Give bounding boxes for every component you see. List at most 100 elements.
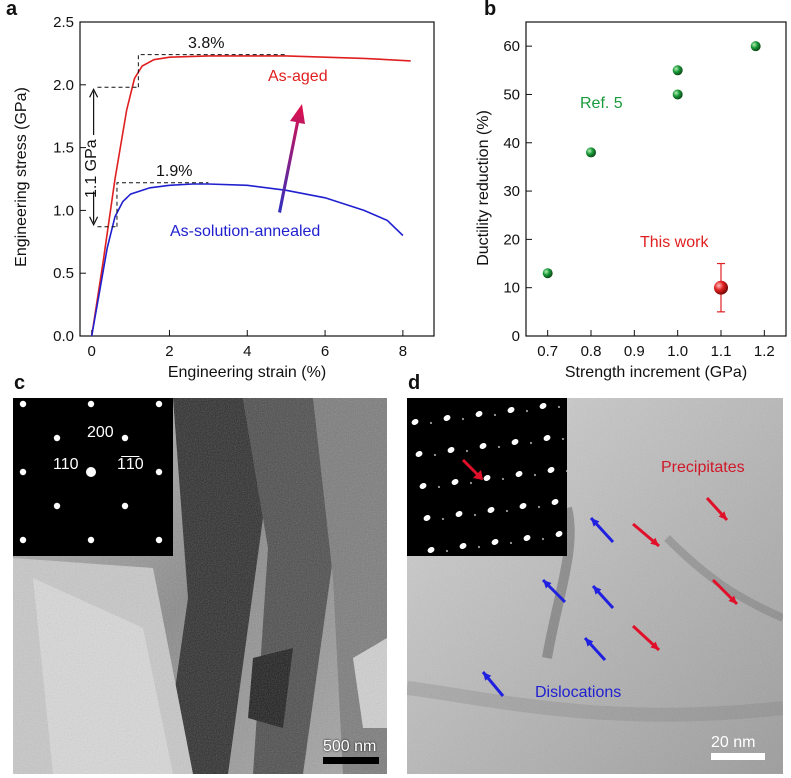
legend-as-aged: As-aged — [268, 68, 328, 85]
x-tick-label: 8 — [399, 343, 407, 360]
diffraction-spot — [511, 438, 519, 446]
annealed-elongation-guide — [116, 182, 209, 227]
diffraction-spot — [475, 410, 483, 418]
x-tick-label: 0.8 — [581, 343, 602, 360]
superlattice-spot — [501, 477, 505, 481]
superlattice-spot — [537, 505, 541, 509]
diffraction-spot — [555, 530, 563, 538]
y-tick-label: 60 — [503, 38, 520, 55]
diffraction-spot — [543, 434, 551, 442]
diffraction-spot — [87, 400, 95, 408]
diffraction-spot — [539, 402, 547, 410]
diffraction-spot — [155, 400, 163, 408]
tem-image-d: Precipitates Dislocations 20 nm — [407, 398, 783, 774]
legend-ref5: Ref. 5 — [580, 95, 623, 112]
diffraction-spot — [423, 514, 431, 522]
dislocation-arrow-icon — [541, 578, 567, 604]
diffraction-spot — [155, 468, 163, 476]
x-tick-label: 1.2 — [754, 343, 775, 360]
x-tick-label: 1.0 — [667, 343, 688, 360]
superlattice-spot — [437, 485, 441, 489]
precipitates-label: Precipitates — [661, 459, 745, 476]
diffraction-spot — [121, 434, 129, 442]
x-tick-label: 0.9 — [624, 343, 645, 360]
y-tick-label: 2.5 — [53, 14, 74, 31]
diffraction-spot — [121, 502, 129, 510]
x-tick-label: 6 — [321, 343, 329, 360]
diffraction-spot — [547, 466, 555, 474]
plot-frame — [525, 21, 787, 337]
y-tick-label: 0 — [512, 328, 520, 345]
superlattice-spot — [529, 441, 533, 445]
arrowhead-icon — [89, 216, 99, 227]
diffraction-spot — [443, 414, 451, 422]
diffraction-spot — [551, 498, 559, 506]
superlattice-spot — [525, 409, 529, 413]
precipitate-arrow-icon — [705, 496, 729, 522]
scale-bar-label: 20 nm — [711, 734, 756, 751]
superlattice-spot — [497, 445, 501, 449]
precipitate-arrow-icon — [631, 624, 661, 652]
superlattice-spot — [509, 541, 513, 545]
superlattice-spot — [441, 517, 445, 521]
diffraction-spot — [459, 542, 467, 550]
saed-label-200: 200 — [87, 424, 114, 441]
ref5-point — [750, 41, 761, 52]
ref5-point — [586, 147, 596, 158]
this-work-point — [714, 280, 728, 295]
diffraction-spot — [483, 474, 491, 482]
x-axis-label: Engineering strain (%) — [168, 364, 326, 381]
dislocation-arrow-icon — [589, 516, 615, 544]
diffraction-spot — [415, 450, 423, 458]
y-tick-label: 10 — [503, 280, 520, 297]
panel-letter-c: c — [14, 372, 26, 394]
superlattice-spot — [505, 509, 509, 513]
ref5-point — [542, 268, 553, 279]
superlattice-spot — [557, 405, 561, 409]
diffraction-spot — [487, 506, 495, 514]
superlattice-spot — [493, 413, 497, 417]
x-tick-label: 2 — [165, 343, 173, 360]
y-tick-label: 2.0 — [53, 77, 74, 94]
diffraction-spot — [507, 406, 515, 414]
stress-strain-chart: 0 2 4 6 8 0.0 0.5 1.0 1.5 2.0 2.5 3.8% 1.9% 1.1 GP… — [13, 14, 435, 381]
superlattice-spot — [469, 481, 473, 485]
diffraction-spot — [86, 467, 96, 477]
x-tick-label: 4 — [243, 343, 251, 360]
scale-bar-c: 500 nm — [323, 738, 379, 764]
superlattice-spot — [533, 473, 537, 477]
diffraction-spot — [427, 546, 435, 554]
superlattice-spot — [477, 545, 481, 549]
tem-image-c: 200 110 1̅1̅0 500 nm — [13, 398, 387, 774]
y-tick-label: 30 — [503, 183, 520, 200]
saed-pattern-d — [407, 398, 577, 556]
superlattice-spot — [541, 537, 545, 541]
diffraction-spot — [53, 502, 61, 510]
ref5-point — [672, 65, 683, 76]
diffraction-spot — [447, 446, 455, 454]
dislocation-arrow-icon — [481, 671, 505, 697]
superlattice-spot — [473, 513, 477, 517]
y-tick-label: 0.0 — [53, 328, 74, 345]
superlattice-spot — [429, 421, 433, 425]
saed-label-1-10: 1̅1̅0 — [117, 456, 144, 473]
dislocations-label: Dislocations — [535, 684, 622, 701]
y-tick-label: 1.0 — [53, 202, 74, 219]
superlattice-spot — [465, 449, 469, 453]
diffraction-spot — [451, 478, 459, 486]
y-tick-label: 1.5 — [53, 140, 74, 157]
annealed-elongation-label: 1.9% — [156, 163, 192, 180]
scale-bar-d: 20 nm — [711, 734, 765, 760]
diffraction-spot — [515, 470, 523, 478]
strength-gain-label: 1.1 GPa — [83, 139, 100, 198]
precipitate-spot-arrow-icon — [461, 458, 483, 480]
aging-arrow-icon — [278, 104, 305, 213]
panel-letter-d: d — [408, 372, 421, 394]
precipitate-arrow-icon — [632, 522, 660, 548]
diffraction-spot — [87, 536, 95, 544]
panel-letter-a: a — [6, 0, 18, 20]
saed-pattern-c: 200 110 1̅1̅0 — [13, 398, 173, 556]
panel-letter-b: b — [484, 0, 497, 20]
diffraction-spot — [523, 534, 531, 542]
precipitate-arrow-icon — [711, 578, 739, 606]
